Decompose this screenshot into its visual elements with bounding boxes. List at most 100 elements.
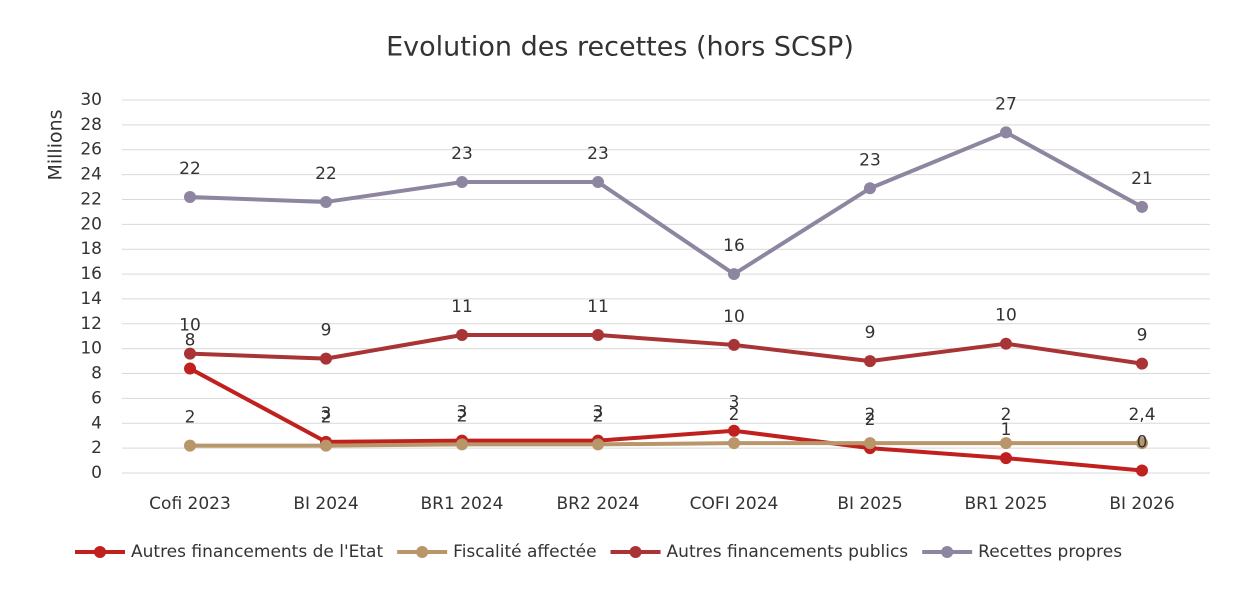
data-point <box>728 424 740 437</box>
x-tick-label: COFI 2024 <box>690 494 779 514</box>
data-point <box>184 347 196 360</box>
data-label: 9 <box>865 323 876 343</box>
data-point <box>320 195 332 208</box>
data-point <box>592 328 604 341</box>
y-tick-label: 10 <box>80 339 102 359</box>
y-tick-label: 8 <box>91 364 102 384</box>
data-label: 11 <box>587 297 609 317</box>
y-tick-label: 16 <box>80 264 102 284</box>
data-label: 23 <box>859 150 881 170</box>
y-tick-label: 18 <box>80 239 102 259</box>
chart-title: Evolution des recettes (hors SCSP) <box>386 32 854 63</box>
legend-marker <box>416 546 429 558</box>
data-label: 8 <box>185 331 196 351</box>
data-label: 3 <box>321 404 332 424</box>
data-label: 23 <box>451 144 473 164</box>
series-line <box>189 366 1143 473</box>
data-point <box>456 438 468 451</box>
data-point <box>456 328 468 341</box>
x-tick-label: BI 2024 <box>293 494 358 514</box>
data-point <box>864 182 876 195</box>
data-label: 2 <box>729 405 740 425</box>
series-line <box>190 441 1142 448</box>
x-tick-label: BI 2025 <box>837 494 902 514</box>
x-tick-label: BR2 2024 <box>557 494 640 514</box>
data-label: 22 <box>315 164 337 184</box>
data-point <box>1000 452 1012 465</box>
data-point <box>728 437 740 450</box>
data-point <box>184 362 196 375</box>
y-tick-label: 14 <box>80 289 102 309</box>
legend-label: Recettes propres <box>978 542 1122 562</box>
data-point <box>456 176 468 189</box>
data-point <box>1136 357 1148 370</box>
y-tick-label: 12 <box>80 314 102 334</box>
data-label: 2 <box>593 406 604 426</box>
legend-label: Fiscalité affectée <box>453 542 596 562</box>
series-line <box>189 332 1143 366</box>
x-tick-label: BR1 2024 <box>421 494 504 514</box>
data-point <box>320 352 332 365</box>
data-point <box>728 268 740 281</box>
y-axis-label: Millions <box>45 109 67 180</box>
data-point <box>728 338 740 351</box>
legend-label: Autres financements publics <box>667 542 909 562</box>
data-label: 10 <box>723 307 745 327</box>
data-point <box>184 439 196 452</box>
x-tick-label: Cofi 2023 <box>149 494 231 514</box>
legend-marker <box>941 546 954 558</box>
data-label: 2 <box>457 406 468 426</box>
y-tick-label: 22 <box>80 189 102 209</box>
data-label: 10 <box>179 316 201 336</box>
y-tick-label: 0 <box>91 463 102 483</box>
y-tick-label: 26 <box>80 140 102 160</box>
y-tick-label: 30 <box>80 90 102 110</box>
data-point <box>1000 337 1012 350</box>
data-point <box>592 438 604 451</box>
data-label: 2 <box>865 410 876 430</box>
data-point <box>320 439 332 452</box>
data-label: 11 <box>451 297 473 317</box>
data-point <box>1136 437 1148 450</box>
data-label: 23 <box>587 144 609 164</box>
data-label: 10 <box>995 306 1017 326</box>
series-line <box>189 130 1143 277</box>
data-point <box>864 355 876 368</box>
x-tick-label: BR1 2025 <box>965 494 1048 514</box>
data-label: 16 <box>723 236 745 256</box>
data-point <box>864 437 876 450</box>
data-label: 22 <box>179 159 201 179</box>
y-tick-label: 20 <box>80 214 102 234</box>
data-label: 2 <box>321 408 332 428</box>
data-point <box>1136 200 1148 213</box>
legend-label: Autres financements de l'Etat <box>131 542 383 562</box>
legend-marker <box>94 546 106 558</box>
legend-marker <box>629 546 642 558</box>
y-tick-label: 24 <box>80 165 102 185</box>
data-label: 2,4 <box>1128 405 1155 425</box>
data-label: 27 <box>995 94 1017 114</box>
data-label: 21 <box>1131 169 1153 189</box>
data-label: 1 <box>1001 420 1012 440</box>
y-tick-label: 2 <box>91 438 102 458</box>
x-tick-label: BI 2026 <box>1109 494 1174 514</box>
data-label: 0 <box>1137 433 1148 453</box>
data-point <box>592 176 604 189</box>
y-tick-label: 28 <box>80 115 102 135</box>
data-label: 3 <box>729 393 740 413</box>
data-label: 3 <box>457 403 468 423</box>
data-point <box>184 190 196 203</box>
data-label: 2 <box>185 408 196 428</box>
data-label: 9 <box>321 321 332 341</box>
data-label: 9 <box>1137 326 1148 346</box>
data-point <box>1136 464 1148 477</box>
data-label: 2 <box>865 405 876 425</box>
data-point <box>1000 437 1012 450</box>
data-point <box>1000 126 1012 139</box>
data-label: 3 <box>593 403 604 423</box>
y-tick-label: 4 <box>91 413 102 433</box>
data-label: 2 <box>1001 405 1012 425</box>
y-tick-label: 6 <box>91 388 102 408</box>
